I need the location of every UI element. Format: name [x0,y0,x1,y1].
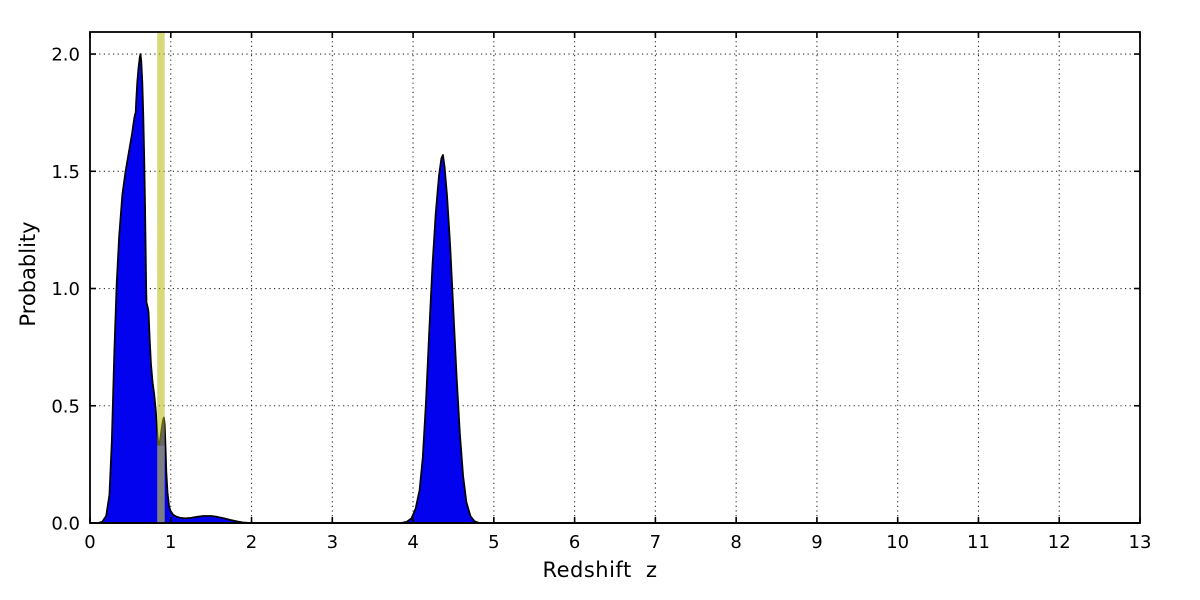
y-tick-label: 0.0 [51,514,80,535]
x-tick-label: 3 [327,532,338,553]
y-tick-label: 2.0 [51,45,80,66]
reference-redshift-line [157,445,165,523]
x-tick-label: 1 [165,532,176,553]
x-tick-label: 5 [488,532,499,553]
x-tick-label: 10 [886,532,909,553]
x-tick-label: 13 [1129,532,1152,553]
y-tick-label: 0.5 [51,396,80,417]
x-tick-label: 0 [84,532,95,553]
y-axis-label: Probablity [16,221,40,327]
x-tick-label: 4 [407,532,418,553]
y-tick-label: 1.5 [51,162,80,183]
x-tick-label: 6 [569,532,580,553]
x-tick-label: 9 [811,532,822,553]
x-tick-label: 11 [967,532,990,553]
x-axis-label: Redshift z [542,558,658,582]
x-tick-label: 7 [650,532,661,553]
highlight-redshift-band [157,32,165,446]
y-tick-label: 1.0 [51,279,80,300]
axes-frame [89,31,1141,524]
x-tick-label: 2 [246,532,257,553]
x-tick-label: 12 [1048,532,1071,553]
probability-density-curve [89,53,1141,524]
x-tick-label: 8 [730,532,741,553]
